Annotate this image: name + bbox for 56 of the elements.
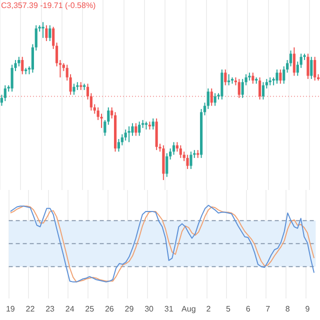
candlestick <box>117 138 120 152</box>
candlestick <box>72 83 76 96</box>
x-tick-label: 9 <box>305 304 310 314</box>
candlestick <box>138 121 141 136</box>
candlestick <box>314 56 316 82</box>
x-tick-label: 7 <box>266 304 271 314</box>
candlestick <box>152 118 154 130</box>
candlestick <box>224 68 227 86</box>
x-tick-label: 23 <box>46 304 56 314</box>
candlestick <box>186 154 189 170</box>
x-tick-label: 8 <box>285 304 290 314</box>
text: C3,357.39 -19.71 (-0.58%) <box>1 1 96 10</box>
candlestick <box>128 126 130 143</box>
candlestick <box>124 129 127 142</box>
x-tick-label: 31 <box>164 304 174 314</box>
candlestick <box>48 24 52 42</box>
candlestick <box>300 53 302 68</box>
candlestick <box>228 74 230 86</box>
candlestick <box>172 142 176 156</box>
x-tick-label: 2 <box>206 304 212 314</box>
candlestick <box>134 122 138 136</box>
x-tick-label: Aug <box>182 304 196 314</box>
candlestick <box>206 88 210 110</box>
candlestick <box>45 24 48 42</box>
candlestick <box>241 78 244 98</box>
x-tick-label: 26 <box>104 304 114 314</box>
candlestick <box>220 68 224 100</box>
candlestick <box>282 66 286 84</box>
candlestick <box>292 46 296 76</box>
candlestick <box>214 92 216 106</box>
candlestick <box>306 53 310 80</box>
candlestick <box>21 56 24 75</box>
candlestick <box>262 82 265 100</box>
candlestick <box>279 68 282 84</box>
candlestick <box>190 151 192 170</box>
candlestick <box>18 56 20 67</box>
x-tick-label: 30 <box>144 304 154 314</box>
candlestick <box>166 152 168 178</box>
candlestick <box>276 68 278 84</box>
candlestick <box>10 64 14 92</box>
candlestick <box>258 76 262 100</box>
x-tick-label: 6 <box>246 304 251 314</box>
candlestick <box>120 134 124 146</box>
candlestick <box>238 78 240 98</box>
x-tick-label: 25 <box>85 304 95 314</box>
candlestick <box>210 88 213 106</box>
x-tick-label: 22 <box>26 304 36 314</box>
x-tick-label: 29 <box>124 304 134 314</box>
x-tick-label: 24 <box>65 304 75 314</box>
x-tick-label: 19 <box>6 304 16 314</box>
candlestick <box>179 144 182 158</box>
candlestick <box>4 84 6 102</box>
candlestick <box>252 72 254 84</box>
candlestick <box>42 22 44 38</box>
x-tick-label: 5 <box>226 304 232 314</box>
candlestick <box>310 56 313 80</box>
